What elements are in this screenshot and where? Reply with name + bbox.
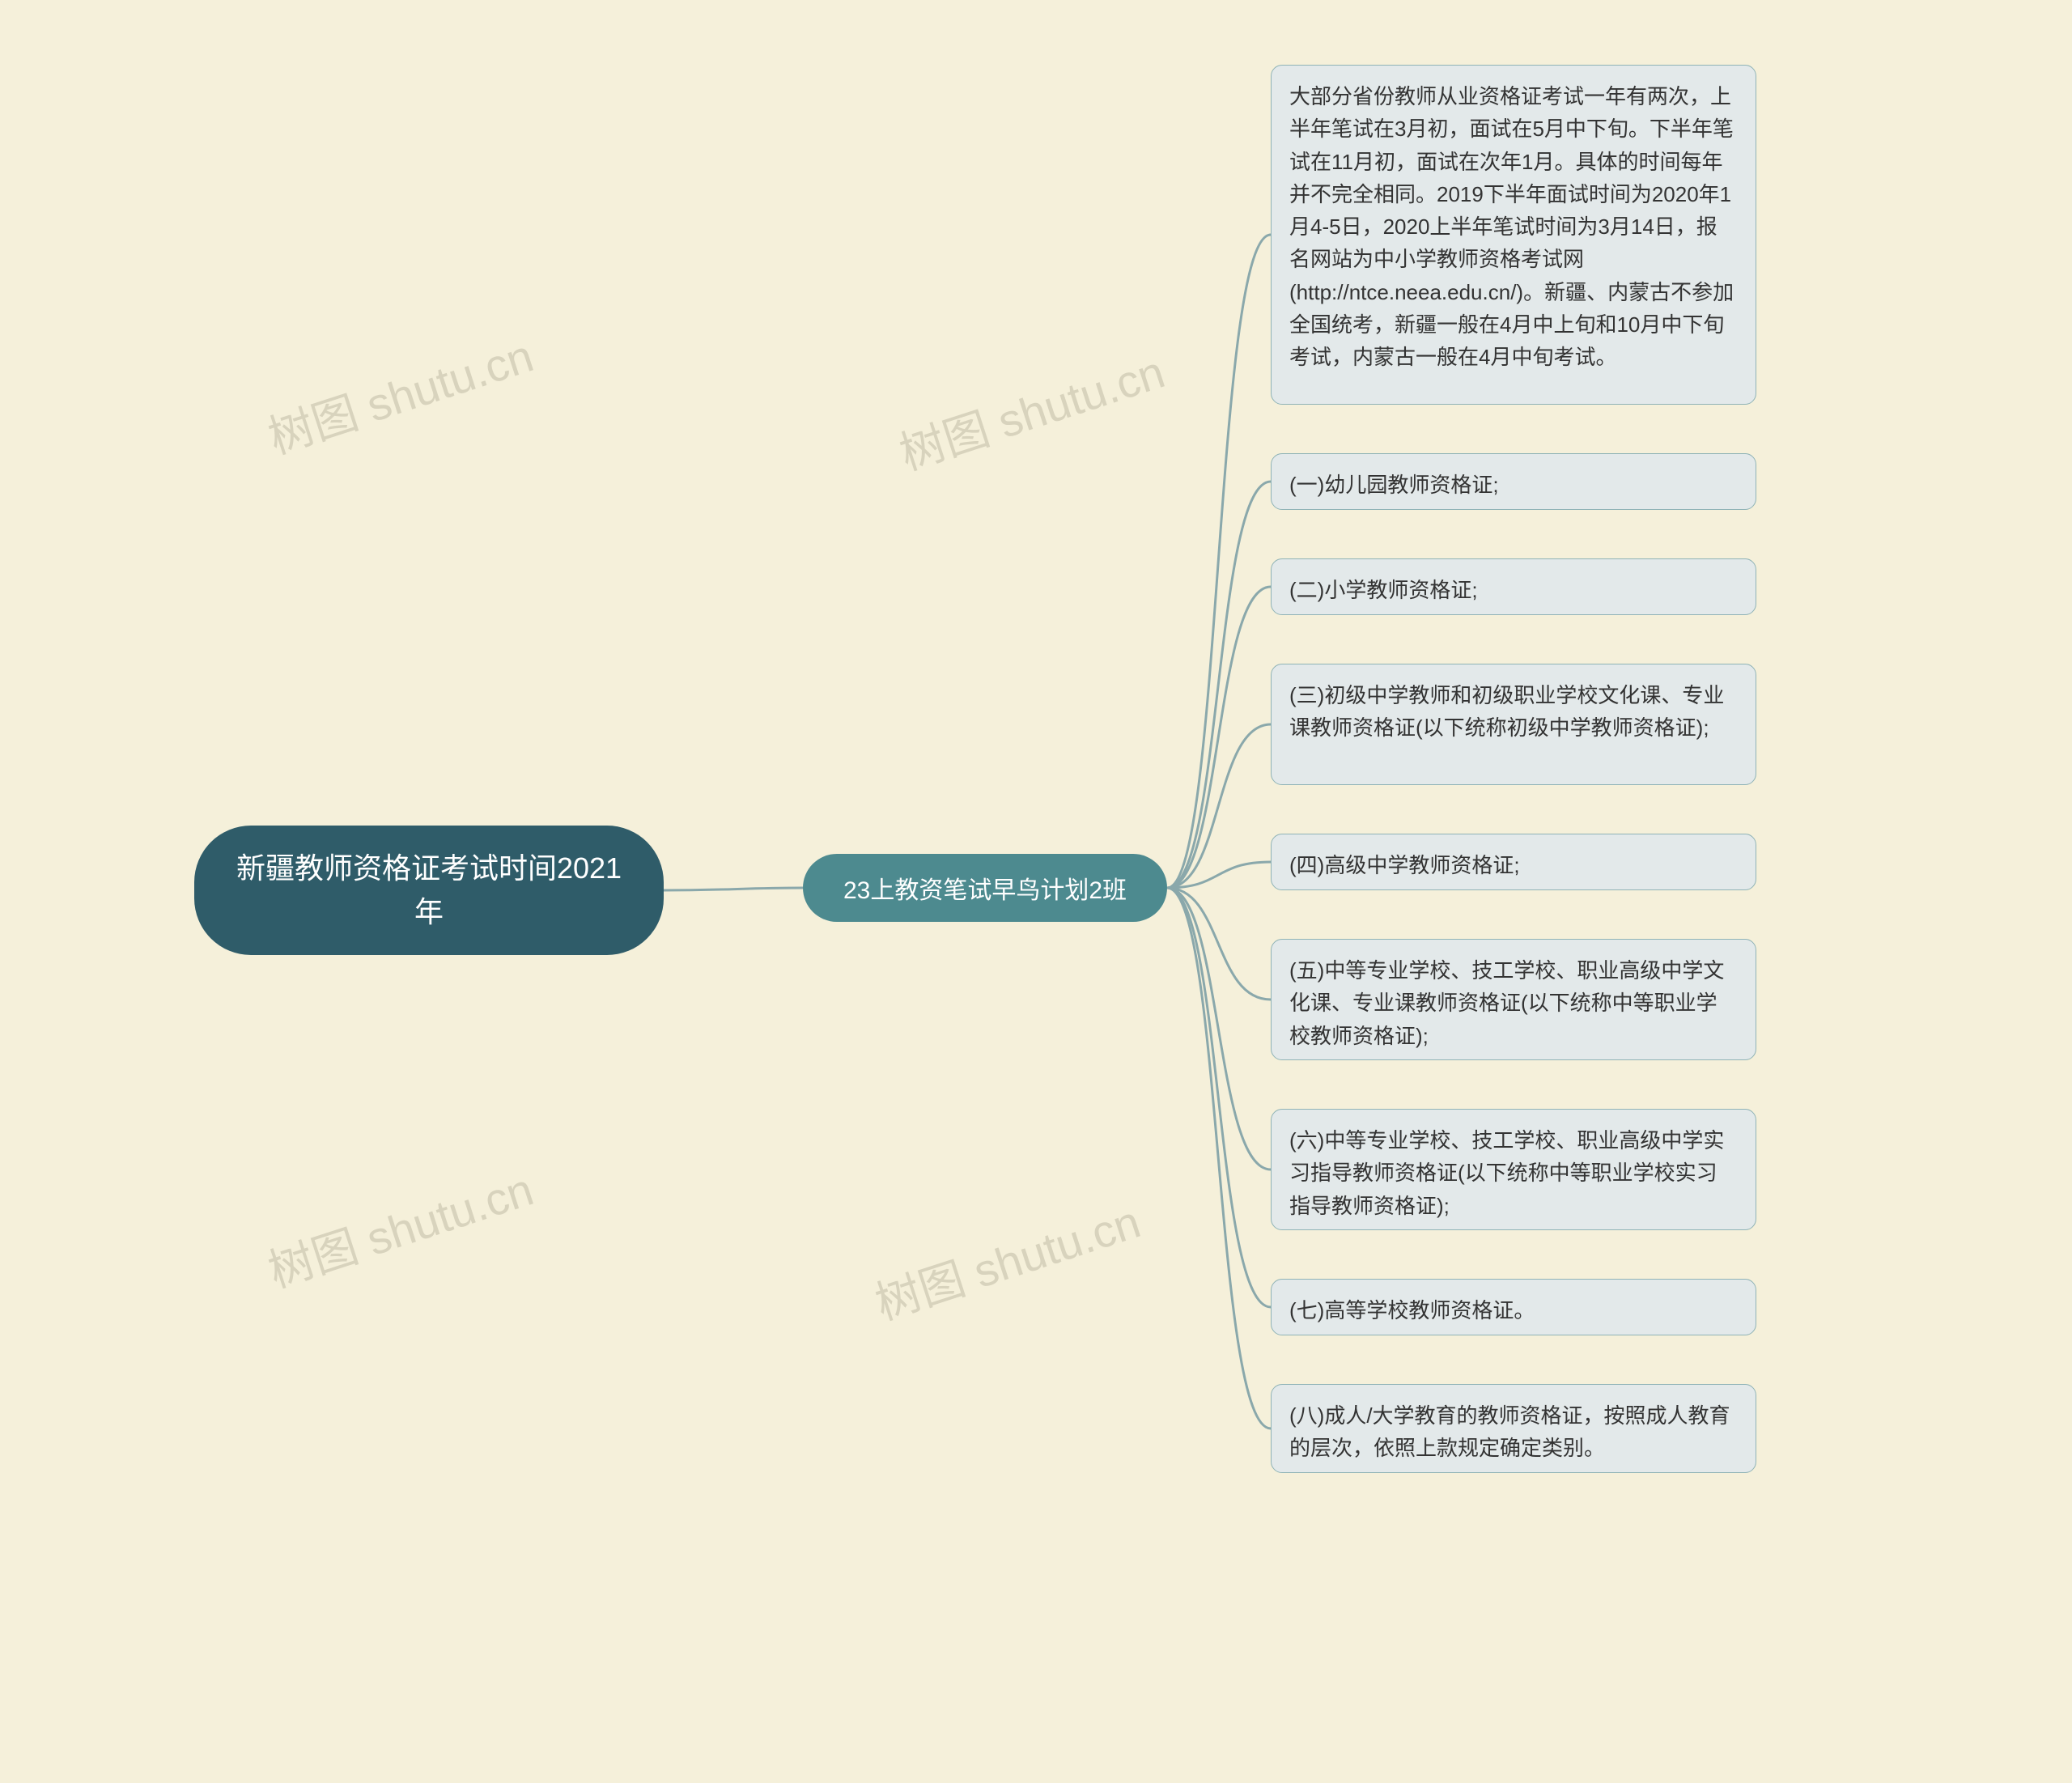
leaf-node-label: (三)初级中学教师和初级职业学校文化课、专业课教师资格证(以下统称初级中学教师资… bbox=[1289, 683, 1724, 740]
leaf-node[interactable]: 大部分省份教师从业资格证考试一年有两次，上半年笔试在3月初，面试在5月中下旬。下… bbox=[1271, 65, 1756, 405]
leaf-node-label: (八)成人/大学教育的教师资格证，按照成人教育的层次，依照上款规定确定类别。 bbox=[1289, 1403, 1730, 1460]
leaf-node[interactable]: (三)初级中学教师和初级职业学校文化课、专业课教师资格证(以下统称初级中学教师资… bbox=[1271, 664, 1756, 785]
mindmap-canvas: 树图 shutu.cn 树图 shutu.cn 树图 shutu.cn 树图 s… bbox=[0, 0, 2072, 1783]
leaf-node-label: (五)中等专业学校、技工学校、职业高级中学文化课、专业课教师资格证(以下统称中等… bbox=[1289, 958, 1724, 1048]
watermark: 树图 shutu.cn bbox=[259, 1153, 541, 1301]
leaf-node-label: (一)幼儿园教师资格证; bbox=[1289, 473, 1499, 497]
leaf-node[interactable]: (七)高等学校教师资格证。 bbox=[1271, 1279, 1756, 1335]
leaf-node-label: (二)小学教师资格证; bbox=[1289, 578, 1478, 602]
leaf-node-label: (七)高等学校教师资格证。 bbox=[1289, 1298, 1535, 1322]
leaf-node[interactable]: (六)中等专业学校、技工学校、职业高级中学实习指导教师资格证(以下统称中等职业学… bbox=[1271, 1109, 1756, 1230]
level2-node[interactable]: 23上教资笔试早鸟计划2班 bbox=[803, 854, 1167, 922]
leaf-node-label: (四)高级中学教师资格证; bbox=[1289, 853, 1520, 877]
root-node-label: 新疆教师资格证考试时间2021年 bbox=[235, 847, 623, 934]
leaf-node[interactable]: (五)中等专业学校、技工学校、职业高级中学文化课、专业课教师资格证(以下统称中等… bbox=[1271, 939, 1756, 1060]
leaf-node-label: 大部分省份教师从业资格证考试一年有两次，上半年笔试在3月初，面试在5月中下旬。下… bbox=[1289, 84, 1734, 369]
watermark: 树图 shutu.cn bbox=[890, 336, 1172, 483]
leaf-node[interactable]: (八)成人/大学教育的教师资格证，按照成人教育的层次，依照上款规定确定类别。 bbox=[1271, 1384, 1756, 1473]
leaf-node[interactable]: (四)高级中学教师资格证; bbox=[1271, 834, 1756, 890]
watermark: 树图 shutu.cn bbox=[866, 1186, 1148, 1333]
leaf-node-label: (六)中等专业学校、技工学校、职业高级中学实习指导教师资格证(以下统称中等职业学… bbox=[1289, 1128, 1724, 1218]
root-node[interactable]: 新疆教师资格证考试时间2021年 bbox=[194, 826, 664, 955]
level2-node-label: 23上教资笔试早鸟计划2班 bbox=[843, 870, 1127, 906]
leaf-node[interactable]: (二)小学教师资格证; bbox=[1271, 558, 1756, 615]
watermark: 树图 shutu.cn bbox=[259, 320, 541, 467]
leaf-node[interactable]: (一)幼儿园教师资格证; bbox=[1271, 453, 1756, 510]
